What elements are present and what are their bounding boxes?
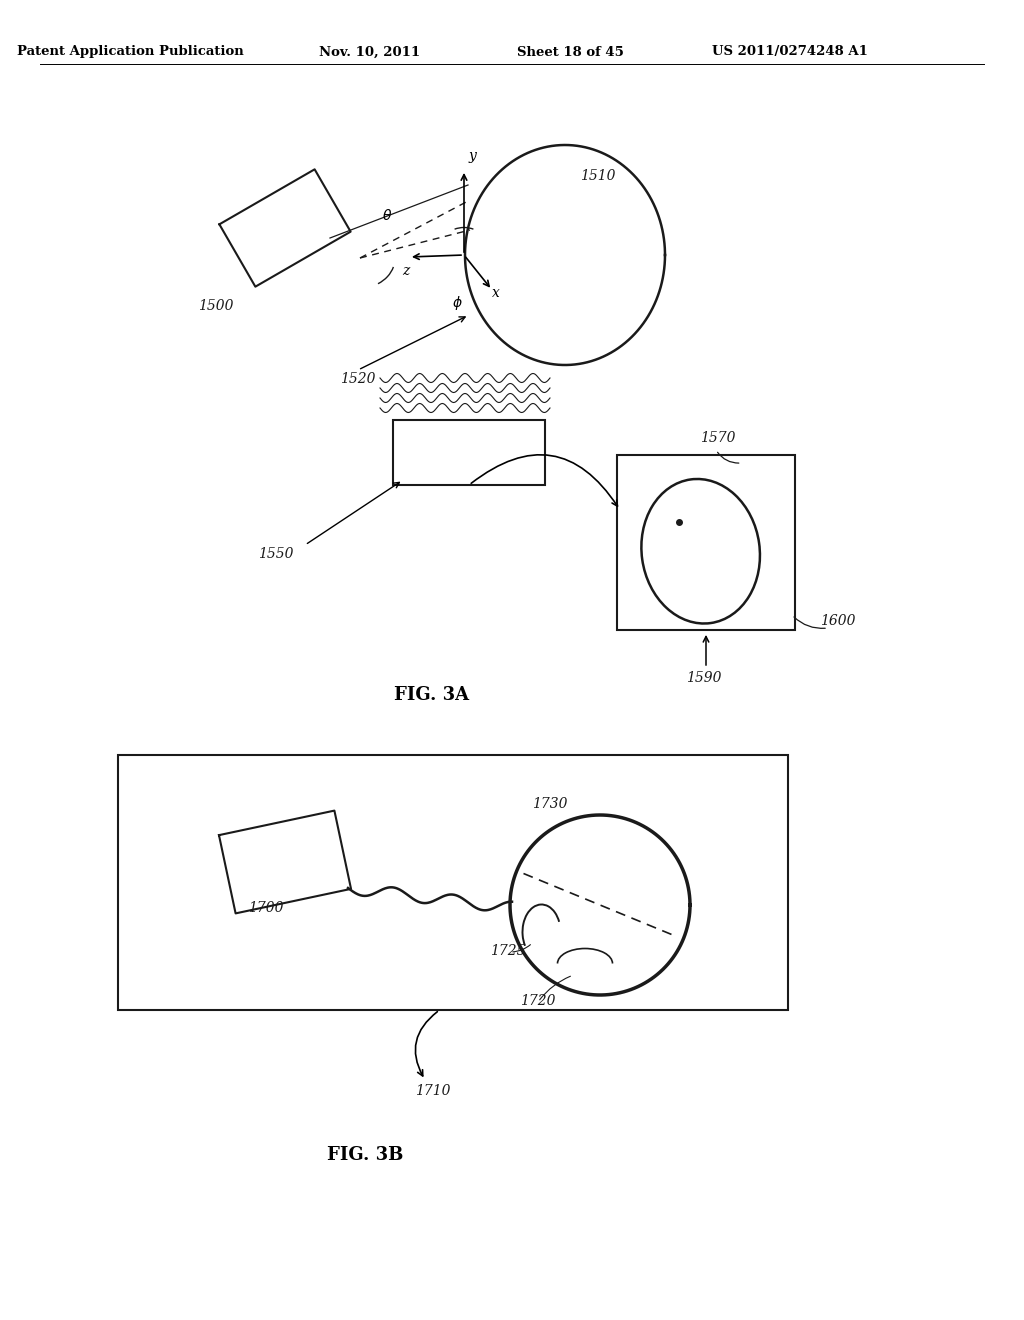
- Bar: [617, 455, 795, 630]
- Text: 1550: 1550: [258, 546, 294, 561]
- Text: 1700: 1700: [248, 902, 284, 915]
- Text: 1570: 1570: [700, 432, 735, 445]
- Text: Patent Application Publication: Patent Application Publication: [16, 45, 244, 58]
- Text: 1720: 1720: [520, 994, 555, 1008]
- Text: FIG. 3B: FIG. 3B: [327, 1146, 403, 1164]
- Text: z: z: [402, 264, 410, 279]
- Text: US 2011/0274248 A1: US 2011/0274248 A1: [712, 45, 868, 58]
- Text: FIG. 3A: FIG. 3A: [394, 686, 470, 704]
- Text: $\phi$: $\phi$: [452, 294, 463, 312]
- Text: Sheet 18 of 45: Sheet 18 of 45: [516, 45, 624, 58]
- Text: 1500: 1500: [198, 300, 233, 313]
- Text: 1600: 1600: [820, 614, 855, 628]
- Text: $\theta$: $\theta$: [382, 209, 392, 223]
- Bar: [393, 420, 545, 484]
- Text: 1520: 1520: [340, 372, 376, 385]
- Text: 1510: 1510: [580, 169, 615, 183]
- Text: 1710: 1710: [415, 1084, 451, 1098]
- Text: 1730: 1730: [532, 797, 567, 810]
- Text: 1590: 1590: [686, 671, 722, 685]
- Text: 1725: 1725: [490, 944, 525, 958]
- Text: Nov. 10, 2011: Nov. 10, 2011: [319, 45, 421, 58]
- Bar: [118, 755, 788, 1010]
- Text: x: x: [492, 286, 500, 300]
- Text: y: y: [469, 149, 477, 162]
